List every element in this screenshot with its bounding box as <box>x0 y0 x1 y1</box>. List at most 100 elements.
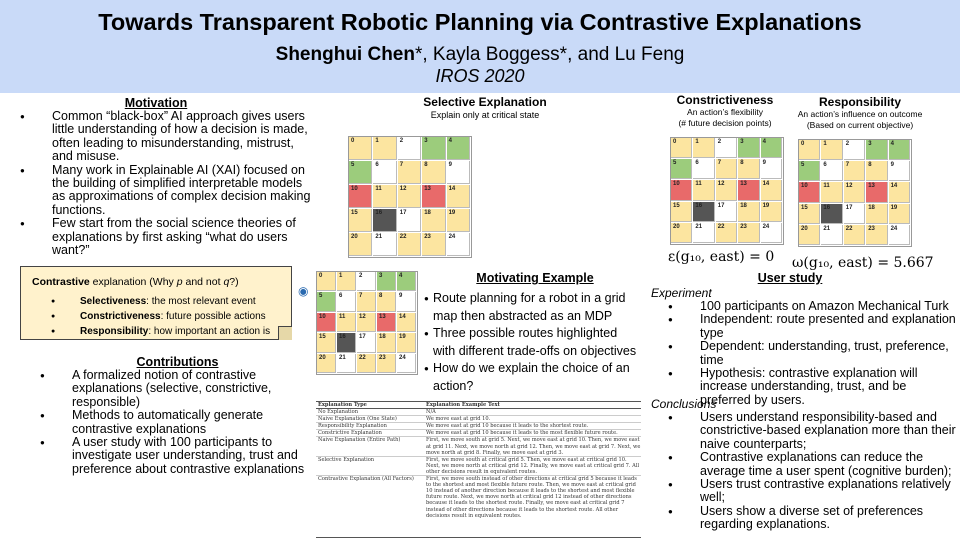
table-header-row: Explanation Type Explanation Example Text <box>316 402 641 410</box>
list-item: Users understand responsibility-based an… <box>650 410 960 451</box>
grid-cell: 12 <box>843 182 866 203</box>
responsibility-subtitle-2: (Based on current objective) <box>806 120 914 130</box>
table-cell: Naive Explanation (One State) <box>318 416 397 423</box>
grid-cell: 14 <box>888 182 910 203</box>
motivating-grid-map: 0 1 2 3 4 5 6 7 8 9 10 11 12 13 14 15 16 17 18 19 20 21 22 23 24 <box>316 271 418 375</box>
table-cell: We move east at grid 10 because it leads… <box>426 430 618 437</box>
grid-cell: 0 <box>799 140 821 161</box>
table-cell: First, we move south at grid 5. Next, we… <box>426 437 641 456</box>
grid-cell: 11 <box>337 312 356 333</box>
folded-corner <box>278 326 292 340</box>
item-term: Selectiveness <box>80 296 147 307</box>
motivating-example-list: ● Route planning for a robot in a grid ma… <box>424 290 639 395</box>
grid-cell: 15 <box>317 333 336 353</box>
grid-cell: 16 <box>337 333 356 353</box>
grid-cell: 6 <box>821 161 843 182</box>
grid-cell: 3 <box>377 272 396 292</box>
grid-cell: 23 <box>866 224 888 245</box>
experiment-label: Experiment <box>651 286 712 300</box>
grid-cell: 3 <box>422 137 446 160</box>
grid-cell: 5 <box>799 161 821 182</box>
grid-cell: 16 <box>373 209 397 232</box>
motivating-example-heading: Motivating Example <box>476 271 594 285</box>
grid-cell: 24 <box>446 233 470 256</box>
grid-cell: 22 <box>843 224 866 245</box>
grid-cell: 4 <box>888 140 910 161</box>
grid-cell: 24 <box>888 224 910 245</box>
grid-cell: 15 <box>671 201 693 222</box>
list-item: ● How do we explain the choice of an acti… <box>424 360 639 395</box>
item-term: Constrictiveness <box>80 311 161 322</box>
conclusions-label: Conclusions <box>651 397 717 411</box>
title-end: ?) <box>229 276 239 288</box>
grid-cell: 0 <box>317 272 336 292</box>
table-cell: We move east at grid 10 because it leads… <box>426 423 589 430</box>
table-row: Contrastive Explanation (All Factors) Fir… <box>316 476 641 519</box>
contrastive-box-title: Contrastive explanation (Why p and not q… <box>32 276 239 288</box>
list-item: 100 participants on Amazon Mechanical Tu… <box>650 299 960 314</box>
grid-cell: 4 <box>397 272 416 292</box>
grid-cell: 2 <box>397 137 422 160</box>
table-cell: Selective Explanation <box>318 456 375 463</box>
grid-cell: 12 <box>357 312 376 333</box>
title-banner: Towards Transparent Robotic Planning via… <box>0 0 960 93</box>
list-item: Contrastive explanations can reduce the … <box>650 451 960 478</box>
list-item: Users show a diverse set of preferences … <box>650 504 960 532</box>
grid-cell: 20 <box>671 222 693 243</box>
grid-cell: 7 <box>397 161 422 184</box>
contributions-heading: Contributions <box>136 355 219 369</box>
q-symbol: q <box>223 276 230 288</box>
grid-cell: 5 <box>671 159 693 180</box>
table-cell: N/A <box>426 409 436 416</box>
grid-cell: 0 <box>671 138 693 159</box>
table-cell: Responsibility Explanation <box>318 423 387 430</box>
table-row: Selective Explanation First, we move sout… <box>316 456 641 477</box>
grid-cell: 2 <box>357 272 376 292</box>
grid-cell: 9 <box>888 161 910 182</box>
grid-cell: 15 <box>799 203 821 224</box>
table-row: No Explanation N/A <box>316 409 641 417</box>
grid-cell: 19 <box>446 209 470 232</box>
experiment-list: 100 participants on Amazon Mechanical Tu… <box>650 299 960 407</box>
grid-cell: 16 <box>693 201 715 222</box>
grid-cell: 10 <box>799 182 821 203</box>
table-cell: Constrictive Explanation <box>318 430 382 437</box>
responsibility-subtitle-1: An action’s influence on outcome <box>797 109 923 119</box>
grid-cell: 14 <box>446 185 470 208</box>
grid-cell: 2 <box>715 138 738 159</box>
grid-cell: 6 <box>337 292 356 312</box>
contrastive-title-text: explanation (Why <box>89 276 177 288</box>
list-item: Selectiveness: the most relevant event <box>31 294 270 309</box>
grid-cell: 17 <box>357 333 376 353</box>
grid-cell: 23 <box>422 233 446 256</box>
responsibility-grid-map: 0 1 2 3 4 5 6 7 8 9 10 11 12 13 14 15 16 17 18 19 20 21 22 23 24 <box>798 139 912 247</box>
grid-cell: 3 <box>738 138 760 159</box>
grid-cell: 13 <box>738 180 760 201</box>
grid-cell: 22 <box>397 233 422 256</box>
grid-cell: 18 <box>377 333 396 353</box>
conclusions-list: Users understand responsibility-based an… <box>650 410 960 532</box>
constrictiveness-heading: Constrictiveness <box>676 93 774 107</box>
table-cell: First, we move south instead of other di… <box>426 476 637 519</box>
table-cell: No Explanation <box>318 409 359 416</box>
list-item: A user study with 100 participants to in… <box>22 435 310 476</box>
bullet-icon: ● <box>424 294 429 303</box>
grid-cell: 24 <box>397 353 416 373</box>
grid-cell: 22 <box>715 222 738 243</box>
list-item: A formalized notion of contrastive expla… <box>22 368 310 409</box>
item-text: How do we explain the choice of an actio… <box>433 361 630 393</box>
grid-cell: 9 <box>397 292 416 312</box>
grid-cell: 13 <box>422 185 446 208</box>
item-desc: : future possible actions <box>160 311 266 322</box>
grid-cell: 11 <box>693 180 715 201</box>
grid-cell: 10 <box>671 180 693 201</box>
grid-cell: 3 <box>866 140 888 161</box>
p-symbol: p <box>176 276 183 288</box>
table-cell: We move east at grid 10. <box>426 416 491 423</box>
first-author: Shenghui Chen <box>275 44 415 65</box>
grid-cell: 14 <box>760 180 782 201</box>
grid-cell: 19 <box>760 201 782 222</box>
poster-title: Towards Transparent Robotic Planning via… <box>98 9 862 35</box>
grid-cell: 18 <box>866 203 888 224</box>
table-row: Constrictive Explanation We move east at … <box>316 430 641 438</box>
